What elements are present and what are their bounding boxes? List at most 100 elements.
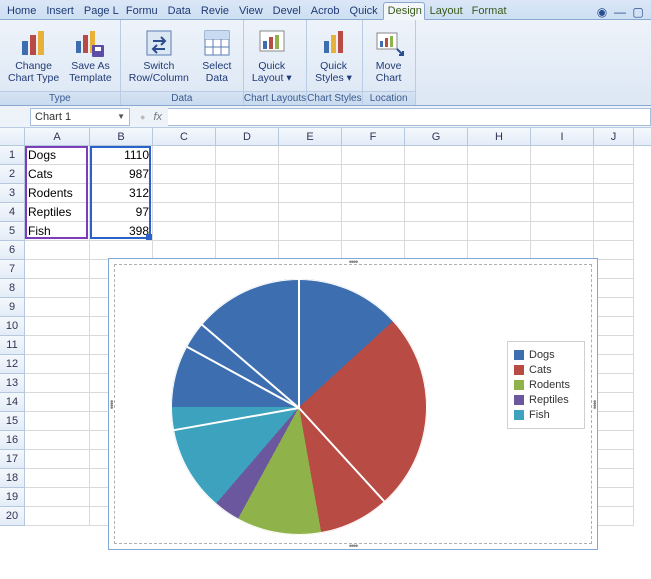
cell-H1[interactable] bbox=[468, 146, 531, 165]
name-box[interactable]: Chart 1 ▼ bbox=[30, 108, 130, 126]
legend-item-fish[interactable]: Fish bbox=[514, 409, 578, 421]
cell-J16[interactable] bbox=[594, 431, 634, 450]
cell-A1[interactable]: Dogs bbox=[25, 146, 90, 165]
legend-item-cats[interactable]: Cats bbox=[514, 364, 578, 376]
col-header-B[interactable]: B bbox=[90, 128, 153, 145]
cell-A16[interactable] bbox=[25, 431, 90, 450]
row-header-15[interactable]: 15 bbox=[0, 412, 25, 431]
cell-J10[interactable] bbox=[594, 317, 634, 336]
cell-C4[interactable] bbox=[153, 203, 216, 222]
cell-J7[interactable] bbox=[594, 260, 634, 279]
row-header-11[interactable]: 11 bbox=[0, 336, 25, 355]
cell-H4[interactable] bbox=[468, 203, 531, 222]
cell-J8[interactable] bbox=[594, 279, 634, 298]
col-header-D[interactable]: D bbox=[216, 128, 279, 145]
cell-E2[interactable] bbox=[279, 165, 342, 184]
cell-A6[interactable] bbox=[25, 241, 90, 260]
menu-tab-revie[interactable]: Revie bbox=[196, 2, 234, 19]
cell-D4[interactable] bbox=[216, 203, 279, 222]
cell-C5[interactable] bbox=[153, 222, 216, 241]
cell-B3[interactable]: 312 bbox=[90, 184, 153, 203]
cell-D5[interactable] bbox=[216, 222, 279, 241]
menu-tab-quick[interactable]: Quick bbox=[345, 2, 383, 19]
cell-D3[interactable] bbox=[216, 184, 279, 203]
select-data-button[interactable]: SelectData bbox=[195, 23, 239, 89]
cell-A5[interactable]: Fish bbox=[25, 222, 90, 241]
cell-I5[interactable] bbox=[531, 222, 594, 241]
cell-J6[interactable] bbox=[594, 241, 634, 260]
cell-B1[interactable]: 1110 bbox=[90, 146, 153, 165]
cell-I1[interactable] bbox=[531, 146, 594, 165]
cell-E1[interactable] bbox=[279, 146, 342, 165]
cell-J14[interactable] bbox=[594, 393, 634, 412]
legend-item-rodents[interactable]: Rodents bbox=[514, 379, 578, 391]
cell-A7[interactable] bbox=[25, 260, 90, 279]
cell-J3[interactable] bbox=[594, 184, 634, 203]
row-header-3[interactable]: 3 bbox=[0, 184, 25, 203]
row-header-14[interactable]: 14 bbox=[0, 393, 25, 412]
col-header-H[interactable]: H bbox=[468, 128, 531, 145]
cell-H3[interactable] bbox=[468, 184, 531, 203]
row-header-16[interactable]: 16 bbox=[0, 431, 25, 450]
cell-F2[interactable] bbox=[342, 165, 405, 184]
menu-tab-insert[interactable]: Insert bbox=[41, 2, 79, 19]
row-header-2[interactable]: 2 bbox=[0, 165, 25, 184]
cell-A9[interactable] bbox=[25, 298, 90, 317]
cell-A14[interactable] bbox=[25, 393, 90, 412]
cell-J19[interactable] bbox=[594, 488, 634, 507]
row-header-6[interactable]: 6 bbox=[0, 241, 25, 260]
row-header-20[interactable]: 20 bbox=[0, 507, 25, 526]
menu-tab-page-l[interactable]: Page L bbox=[79, 2, 121, 19]
cell-A4[interactable]: Reptiles bbox=[25, 203, 90, 222]
cell-G2[interactable] bbox=[405, 165, 468, 184]
col-header-C[interactable]: C bbox=[153, 128, 216, 145]
cell-F3[interactable] bbox=[342, 184, 405, 203]
cell-J11[interactable] bbox=[594, 336, 634, 355]
menu-tab-formu[interactable]: Formu bbox=[121, 2, 163, 19]
menu-tab-acrob[interactable]: Acrob bbox=[306, 2, 345, 19]
cell-A18[interactable] bbox=[25, 469, 90, 488]
cell-A10[interactable] bbox=[25, 317, 90, 336]
cell-E4[interactable] bbox=[279, 203, 342, 222]
fx-expand-icon[interactable]: ● bbox=[140, 112, 145, 122]
cell-E5[interactable] bbox=[279, 222, 342, 241]
menu-tab-data[interactable]: Data bbox=[163, 2, 196, 19]
menu-tab-view[interactable]: View bbox=[234, 2, 268, 19]
menu-tab-design[interactable]: Design bbox=[383, 2, 425, 20]
cell-J13[interactable] bbox=[594, 374, 634, 393]
row-header-8[interactable]: 8 bbox=[0, 279, 25, 298]
row-header-13[interactable]: 13 bbox=[0, 374, 25, 393]
cell-B4[interactable]: 97 bbox=[90, 203, 153, 222]
menu-tab-home[interactable]: Home bbox=[2, 2, 41, 19]
cell-C2[interactable] bbox=[153, 165, 216, 184]
cell-G4[interactable] bbox=[405, 203, 468, 222]
cell-A13[interactable] bbox=[25, 374, 90, 393]
cell-J15[interactable] bbox=[594, 412, 634, 431]
move-chart-button[interactable]: MoveChart bbox=[367, 23, 411, 89]
cell-H5[interactable] bbox=[468, 222, 531, 241]
cell-A20[interactable] bbox=[25, 507, 90, 526]
select-all-corner[interactable] bbox=[0, 128, 25, 145]
menu-tab-devel[interactable]: Devel bbox=[268, 2, 306, 19]
menu-tab-layout[interactable]: Layout bbox=[425, 2, 467, 19]
cell-D1[interactable] bbox=[216, 146, 279, 165]
minimize-icon[interactable]: — bbox=[613, 5, 627, 19]
quick-layout-button[interactable]: QuickLayout ▾ bbox=[248, 23, 296, 89]
col-header-A[interactable]: A bbox=[25, 128, 90, 145]
cell-A19[interactable] bbox=[25, 488, 90, 507]
cell-A2[interactable]: Cats bbox=[25, 165, 90, 184]
cell-A12[interactable] bbox=[25, 355, 90, 374]
col-header-J[interactable]: J bbox=[594, 128, 634, 145]
menu-tab-format[interactable]: Format bbox=[467, 2, 509, 19]
cell-J17[interactable] bbox=[594, 450, 634, 469]
switch-row-column-button[interactable]: SwitchRow/Column bbox=[125, 23, 193, 89]
cell-B5[interactable]: 398 bbox=[90, 222, 153, 241]
row-header-5[interactable]: 5 bbox=[0, 222, 25, 241]
row-header-7[interactable]: 7 bbox=[0, 260, 25, 279]
row-header-9[interactable]: 9 bbox=[0, 298, 25, 317]
row-header-10[interactable]: 10 bbox=[0, 317, 25, 336]
cell-A11[interactable] bbox=[25, 336, 90, 355]
cell-I3[interactable] bbox=[531, 184, 594, 203]
cell-G1[interactable] bbox=[405, 146, 468, 165]
cell-F4[interactable] bbox=[342, 203, 405, 222]
